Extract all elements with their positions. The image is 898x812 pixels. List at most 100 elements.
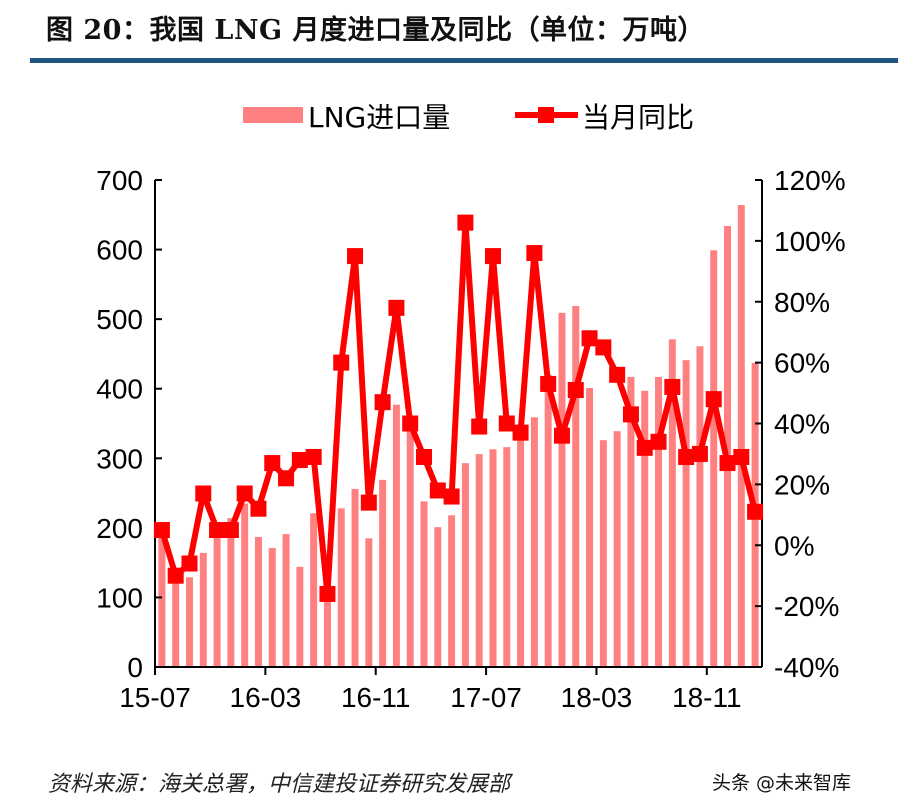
yoy-marker-17-07	[484, 248, 501, 265]
x-tick-label: 16-03	[230, 682, 302, 713]
yoy-marker-16-11	[374, 394, 391, 411]
bar-18-03	[599, 440, 607, 667]
watermark: 头条 @未来智库	[712, 772, 852, 794]
yoy-marker-16-03	[264, 455, 281, 472]
yoy-marker-15-07	[153, 522, 170, 539]
yoy-marker-15-08	[167, 567, 184, 584]
x-tick-label: 15-07	[119, 682, 191, 713]
bar-15-12	[227, 518, 235, 667]
bar-17-02	[420, 501, 428, 667]
right-tick-label: -20%	[774, 591, 839, 622]
bar-16-09	[351, 488, 359, 667]
bar-16-02	[254, 536, 262, 667]
yoy-marker-16-04	[278, 470, 295, 487]
yoy-marker-18-09	[678, 448, 695, 465]
bar-15-11	[213, 527, 221, 667]
chart-title: 图 20：我国 LNG 月度进口量及同比（单位：万吨）	[46, 15, 705, 46]
legend-line-marker	[538, 107, 554, 123]
bar-17-06	[475, 454, 483, 667]
legend-line-label: 当月同比	[582, 101, 694, 134]
bar-17-11	[544, 374, 552, 667]
yoy-marker-18-03	[595, 339, 612, 356]
yoy-marker-18-06	[636, 439, 653, 456]
yoy-marker-15-12	[222, 522, 239, 539]
left-tick-label: 100	[96, 582, 143, 613]
yoy-marker-18-02	[581, 330, 598, 347]
bar-15-09	[185, 577, 193, 667]
bar-16-01	[241, 503, 249, 667]
bar-17-03	[434, 527, 442, 667]
source-note: 资料来源：海关总署，中信建投证券研究发展部	[48, 772, 511, 797]
bar-18-08	[668, 339, 676, 667]
bar-16-03	[268, 548, 276, 667]
yoy-marker-15-10	[195, 485, 212, 502]
bar-17-12	[558, 312, 566, 667]
yoy-marker-17-08	[498, 415, 515, 432]
yoy-marker-16-08	[333, 354, 350, 371]
x-tick-label: 17-07	[450, 682, 522, 713]
legend-bar-swatch	[243, 107, 303, 123]
yoy-marker-17-10	[526, 245, 543, 262]
bar-17-09	[517, 433, 525, 667]
bar-17-05	[461, 463, 469, 667]
bar-18-02	[586, 388, 594, 667]
yoy-marker-18-12	[719, 455, 736, 472]
right-tick-label: 40%	[774, 409, 830, 440]
bar-16-07	[323, 590, 331, 667]
yoy-marker-15-11	[209, 522, 226, 539]
title-divider	[30, 58, 898, 63]
yoy-marker-16-12	[388, 299, 405, 316]
yoy-line	[159, 219, 759, 597]
bar-16-10	[365, 538, 373, 667]
yoy-marker-16-07	[319, 585, 336, 602]
bar-17-01	[406, 426, 414, 667]
bar-18-06	[641, 390, 649, 667]
bar-17-10	[530, 417, 538, 667]
legend-bar-label: LNG进口量	[308, 101, 450, 134]
yoy-marker-18-10	[691, 445, 708, 462]
bar-18-04	[613, 431, 621, 667]
bar-16-04	[282, 534, 290, 667]
yoy-marker-17-05	[457, 214, 474, 231]
yoy-marker-16-09	[347, 248, 364, 265]
yoy-marker-17-04	[443, 488, 460, 505]
yoy-marker-16-02	[250, 500, 267, 517]
bar-18-07	[655, 376, 663, 667]
bar-16-05	[296, 566, 304, 667]
bar-19-01	[737, 205, 745, 667]
left-tick-label: 200	[96, 513, 143, 544]
yoy-marker-18-05	[622, 406, 639, 423]
yoy-marker-19-01	[733, 448, 750, 465]
yoy-marker-17-01	[402, 415, 419, 432]
x-tick-label: 16-11	[341, 682, 411, 713]
yoy-marker-18-07	[650, 433, 667, 450]
left-tick-label: 600	[96, 235, 143, 266]
bar-16-11	[379, 479, 387, 667]
bar-18-11	[710, 250, 718, 667]
yoy-marker-16-10	[360, 494, 377, 511]
x-tick-label: 18-11	[672, 682, 742, 713]
right-tick-label: -40%	[774, 652, 839, 683]
bar-18-10	[696, 346, 704, 667]
bar-16-06	[310, 513, 318, 667]
bar-18-01	[572, 305, 580, 667]
right-tick-label: 100%	[774, 226, 846, 257]
yoy-marker-17-09	[512, 424, 529, 441]
yoy-marker-18-08	[664, 378, 681, 395]
left-tick-label: 300	[96, 443, 143, 474]
yoy-marker-18-01	[567, 382, 584, 399]
bar-18-05	[627, 376, 635, 667]
yoy-marker-17-11	[540, 375, 557, 392]
yoy-marker-16-05	[291, 452, 308, 469]
yoy-marker-17-03	[429, 482, 446, 499]
bar-18-09	[682, 360, 690, 667]
left-tick-label: 400	[96, 374, 143, 405]
yoy-marker-16-06	[305, 448, 322, 465]
left-tick-label: 0	[127, 652, 143, 683]
bar-15-08	[172, 573, 180, 667]
x-tick-label: 18-03	[561, 682, 633, 713]
bar-16-12	[392, 404, 400, 667]
yoy-marker-16-01	[236, 485, 253, 502]
right-tick-label: 120%	[774, 165, 846, 196]
